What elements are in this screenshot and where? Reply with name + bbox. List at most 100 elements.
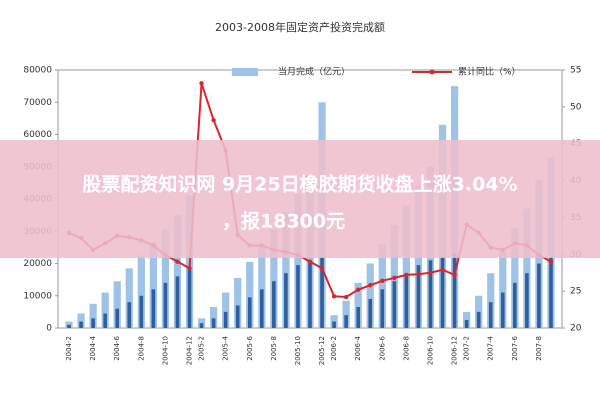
bar	[113, 281, 121, 328]
line-marker	[319, 266, 325, 271]
bar	[163, 282, 168, 328]
bar	[499, 250, 507, 328]
y2-tick-label: 20	[570, 324, 582, 334]
x-tick-label: 2007-4	[487, 335, 495, 360]
bar	[440, 257, 445, 328]
bar	[79, 321, 83, 328]
bar	[258, 245, 266, 328]
bar	[67, 324, 71, 328]
banner: 股票配资知识网 9月25日橡胶期货收盘上涨3.04% ，报18300元	[0, 140, 600, 258]
bar	[320, 257, 324, 328]
bar	[259, 289, 264, 328]
x-tick-label: 2007-6	[511, 335, 519, 360]
bar	[187, 269, 192, 328]
bar	[235, 305, 240, 328]
x-tick-label: 2006-6	[378, 335, 386, 360]
x-tick-label: 2006-12	[451, 336, 459, 365]
bar	[392, 281, 397, 328]
chart-title: 2003-2008年固定资产投资完成额	[215, 20, 385, 34]
line-marker	[380, 278, 385, 284]
x-tick-label: 2004-6	[113, 335, 121, 360]
legend-swatch	[232, 68, 258, 76]
bar	[296, 265, 300, 328]
x-tick-label: 2004-10	[161, 336, 169, 365]
bar	[247, 297, 252, 328]
legend-label: 当月完成（亿元）	[278, 66, 350, 78]
bar	[223, 311, 228, 328]
line-marker	[211, 117, 216, 123]
y-tick-label: 20000	[23, 259, 52, 269]
x-tick-label: 2006-8	[402, 336, 410, 361]
bar	[523, 208, 531, 328]
bar	[137, 255, 145, 328]
bar	[404, 273, 409, 328]
x-tick-label: 2004-8	[137, 336, 145, 361]
bar	[511, 228, 519, 328]
bar	[284, 273, 288, 328]
bar	[282, 211, 290, 328]
bar	[161, 229, 170, 328]
bar	[127, 302, 132, 328]
bar	[175, 276, 180, 328]
line-marker	[416, 271, 421, 277]
y2-tick-label: 55	[570, 66, 581, 76]
y-tick-label: 10000	[23, 291, 52, 301]
bar	[234, 278, 242, 328]
banner-text: ，报18300元	[222, 210, 345, 233]
bar	[380, 289, 385, 328]
bar	[366, 263, 374, 328]
bar	[103, 313, 107, 328]
x-tick-label: 2005-2	[198, 336, 206, 361]
legend-swatch	[429, 69, 435, 75]
y-tick-label: 80000	[23, 66, 52, 76]
bar	[402, 205, 411, 328]
legend-label: 累计同比（%）	[458, 66, 521, 78]
bar	[549, 257, 553, 328]
bar	[209, 307, 218, 328]
y2-tick-label: 25	[570, 287, 581, 297]
x-tick-label: 2005-12	[318, 336, 326, 365]
line-marker	[392, 275, 397, 281]
bar	[222, 292, 230, 328]
x-tick-label: 2005-4	[222, 335, 230, 360]
bar	[91, 318, 95, 328]
bar	[368, 298, 373, 328]
line-marker	[307, 259, 313, 264]
bar	[488, 302, 493, 328]
bar	[101, 292, 109, 328]
line-marker	[331, 294, 337, 299]
bar	[270, 229, 278, 328]
x-tick-label: 2006-4	[354, 335, 362, 360]
x-tick-label: 2007-2	[463, 336, 471, 361]
y-tick-label: 60000	[23, 130, 52, 140]
x-tick-label: 2004-12	[186, 336, 194, 365]
banner-bg	[0, 140, 600, 258]
line-marker	[175, 259, 180, 264]
y-tick-label: 70000	[23, 98, 52, 108]
y-tick-label: 0	[46, 324, 52, 334]
bar	[151, 289, 156, 328]
bar	[416, 265, 421, 328]
bar	[211, 318, 216, 328]
bar	[452, 253, 457, 328]
bar	[115, 308, 120, 328]
bar	[487, 273, 495, 328]
x-tick-label: 2006-10	[426, 336, 434, 365]
x-tick-label: 2007-8	[535, 336, 543, 361]
x-tick-label: 2005-6	[246, 335, 254, 360]
bar	[77, 313, 85, 328]
bar	[246, 261, 254, 328]
x-tick-label: 2004-2	[65, 336, 73, 361]
line-marker	[343, 294, 349, 300]
line-marker	[368, 283, 373, 288]
bar	[89, 303, 97, 328]
bar	[428, 260, 433, 328]
line-marker	[404, 272, 409, 278]
x-tick-label: 2005-8	[270, 336, 278, 361]
bar	[344, 315, 348, 328]
bar	[378, 244, 386, 328]
bar	[308, 260, 312, 328]
bar	[525, 273, 529, 328]
bar	[125, 268, 133, 328]
